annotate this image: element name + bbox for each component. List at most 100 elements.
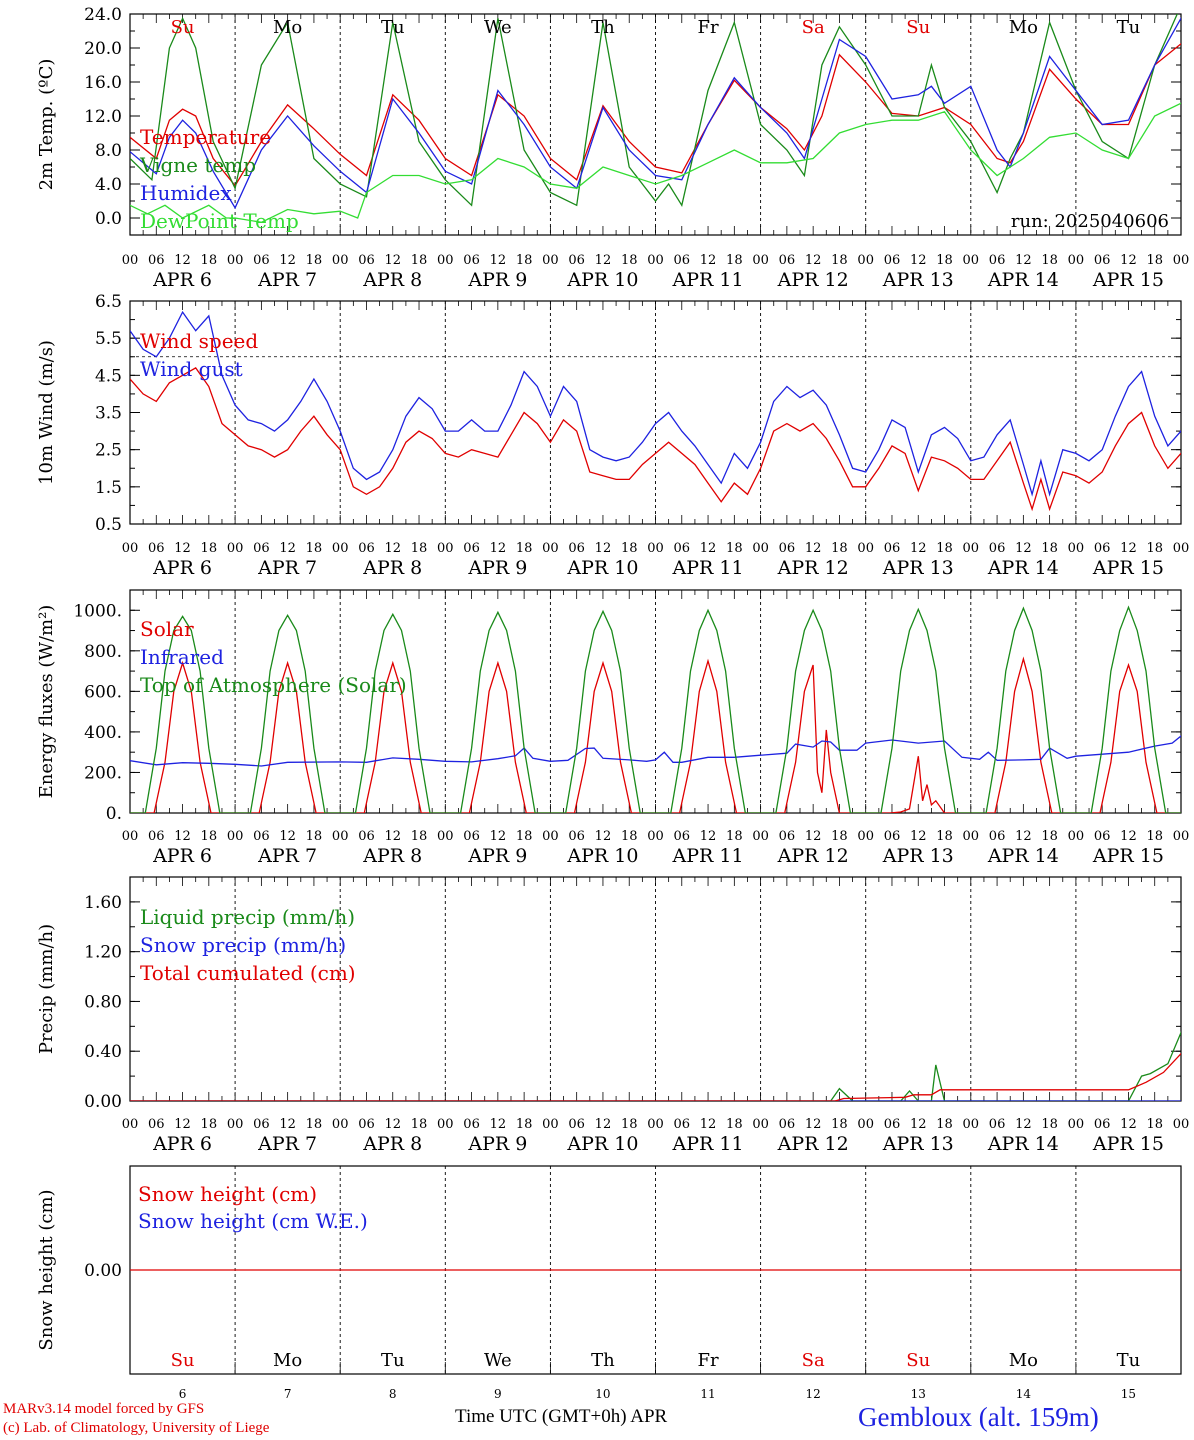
hour-label: 00 — [1173, 541, 1190, 556]
legend-snow-precip-mm-h-: Snow precip (mm/h) — [140, 933, 346, 957]
hour-label: 00 — [857, 1117, 874, 1132]
day-name-top: Sa — [802, 17, 825, 38]
hour-label: 00 — [647, 253, 664, 268]
hour-label: 18 — [621, 541, 638, 556]
hour-label: 18 — [936, 829, 953, 844]
hour-label: 18 — [306, 541, 323, 556]
hour-label: 06 — [463, 829, 480, 844]
hour-label: 12 — [700, 253, 717, 268]
legend-humidex: Humidex — [140, 181, 232, 205]
y-tick-label: 1000. — [73, 601, 122, 621]
hour-label: 00 — [963, 253, 980, 268]
date-label: APR 13 — [882, 557, 954, 579]
hour-label: 18 — [831, 829, 848, 844]
legend-snow-height-cm-w-e-: Snow height (cm W.E.) — [138, 1209, 368, 1233]
date-label: APR 14 — [987, 557, 1059, 579]
hour-label: 12 — [1015, 253, 1032, 268]
hour-label: 18 — [726, 253, 743, 268]
series-line-solar — [130, 656, 1181, 813]
day-name-bottom: We — [484, 1350, 512, 1371]
time-axis-label: Time UTC (GMT+0h) APR — [455, 1406, 668, 1427]
date-label: APR 15 — [1092, 557, 1164, 579]
y-tick-label: 0.00 — [84, 1092, 122, 1112]
hour-label: 06 — [358, 253, 375, 268]
day-number: 14 — [1016, 1387, 1032, 1401]
hour-label: 06 — [779, 1117, 796, 1132]
hour-label: 12 — [910, 253, 927, 268]
hour-label: 18 — [201, 253, 218, 268]
day-name-bottom: Sa — [802, 1350, 825, 1371]
hour-label: 00 — [1068, 541, 1085, 556]
date-label: APR 12 — [777, 1133, 849, 1155]
day-number: 6 — [179, 1387, 187, 1401]
hour-label: 18 — [831, 253, 848, 268]
hour-label: 00 — [1173, 1117, 1190, 1132]
hour-label: 00 — [227, 253, 244, 268]
hour-label: 12 — [279, 253, 296, 268]
hour-label: 06 — [568, 829, 585, 844]
legend-top-of-atmosphere-solar-: Top of Atmosphere (Solar) — [140, 673, 407, 697]
date-label: APR 8 — [362, 1133, 422, 1155]
date-label: APR 7 — [257, 557, 317, 579]
series-line-infrared — [130, 735, 1181, 767]
hour-label: 18 — [1146, 1117, 1163, 1132]
hour-label: 12 — [490, 1117, 507, 1132]
hour-label: 12 — [384, 1117, 401, 1132]
y-axis-label: 2m Temp. (ºC) — [36, 59, 57, 191]
day-name-top: Mo — [273, 17, 302, 38]
legend-infrared: Infrared — [140, 645, 224, 669]
hour-label: 06 — [358, 1117, 375, 1132]
hour-label: 00 — [647, 829, 664, 844]
date-label: APR 15 — [1092, 269, 1164, 291]
hour-label: 18 — [201, 1117, 218, 1132]
date-label: APR 15 — [1092, 845, 1164, 867]
day-number: 12 — [806, 1387, 821, 1401]
hour-label: 18 — [621, 1117, 638, 1132]
date-label: APR 12 — [777, 557, 849, 579]
panel-4 — [129, 876, 1182, 1102]
day-name-bottom: Su — [171, 1350, 195, 1371]
hour-label: 18 — [411, 829, 428, 844]
day-number: 11 — [700, 1387, 715, 1401]
hour-label: 06 — [884, 829, 901, 844]
hour-label: 12 — [279, 1117, 296, 1132]
y-axis-label: Snow height (cm) — [36, 1189, 57, 1350]
hour-label: 00 — [1173, 829, 1190, 844]
date-label: APR 6 — [152, 557, 212, 579]
series-line-dewpoint-temp — [130, 102, 1181, 223]
hour-label: 18 — [516, 541, 533, 556]
day-number: 13 — [911, 1387, 926, 1401]
y-tick-label: 8.0 — [95, 141, 122, 161]
hour-label: 12 — [910, 829, 927, 844]
y-tick-label: 0.5 — [95, 515, 122, 535]
hour-label: 06 — [253, 1117, 270, 1132]
date-label: APR 13 — [882, 1133, 954, 1155]
hour-label: 00 — [437, 1117, 454, 1132]
hour-label: 06 — [148, 829, 165, 844]
hour-label: 00 — [542, 541, 559, 556]
date-label: APR 13 — [882, 845, 954, 867]
day-name-top: Mo — [1009, 17, 1038, 38]
day-name-top: We — [484, 17, 512, 38]
hour-label: 06 — [358, 541, 375, 556]
hour-label: 18 — [831, 1117, 848, 1132]
hour-label: 18 — [306, 253, 323, 268]
hour-label: 00 — [122, 1117, 139, 1132]
hour-label: 00 — [752, 541, 769, 556]
hour-label: 18 — [306, 1117, 323, 1132]
hour-label: 00 — [332, 829, 349, 844]
y-tick-label: 6.5 — [95, 292, 122, 312]
hour-label: 12 — [1120, 1117, 1137, 1132]
hour-label: 00 — [437, 829, 454, 844]
hour-label: 18 — [726, 541, 743, 556]
hour-label: 06 — [779, 541, 796, 556]
hour-label: 06 — [1094, 253, 1111, 268]
hour-label: 12 — [174, 829, 191, 844]
hour-label: 12 — [805, 829, 822, 844]
hour-label: 00 — [227, 829, 244, 844]
legend-snow-height-cm-: Snow height (cm) — [138, 1182, 317, 1206]
day-name-top: Fr — [698, 17, 719, 38]
hour-label: 06 — [148, 253, 165, 268]
series-line-total-cumulated-cm- — [130, 1052, 1181, 1101]
hour-label: 12 — [1015, 829, 1032, 844]
